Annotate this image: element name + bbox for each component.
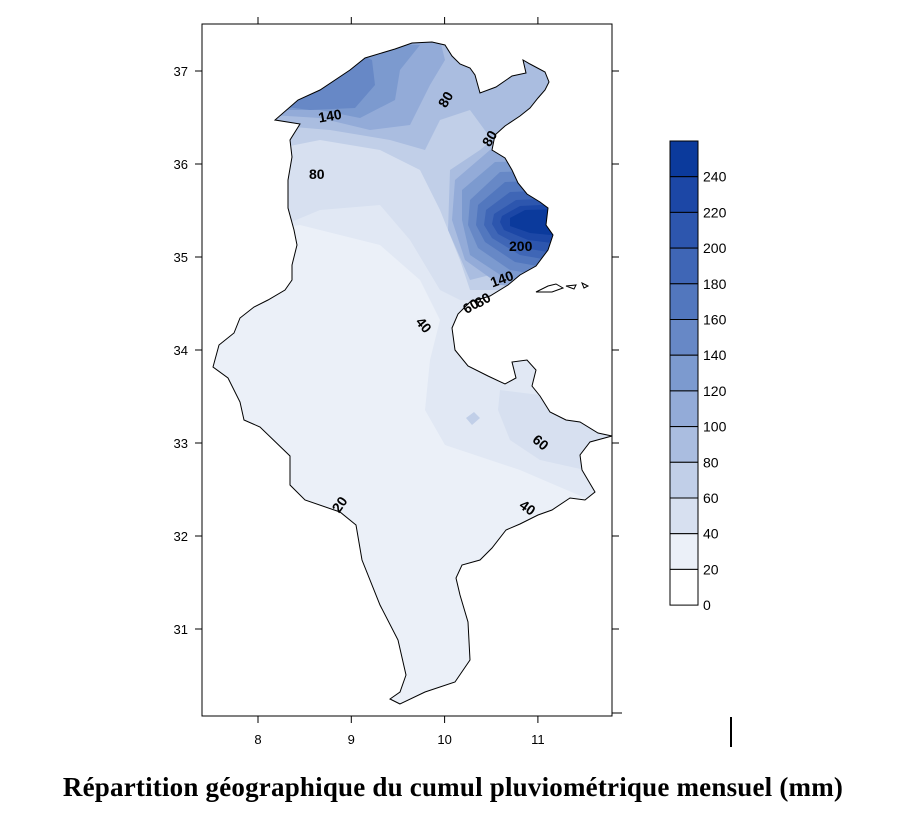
y-tick-label: 34	[174, 343, 188, 358]
x-tick-label: 10	[437, 732, 451, 747]
latitude-axis: 37 36 35 34 33 32 31	[174, 64, 622, 714]
contour-label: 80	[435, 88, 457, 110]
kerkennah-islands	[535, 281, 590, 293]
contour-label: 140	[488, 267, 516, 290]
x-tick-label: 11	[531, 732, 545, 747]
text-cursor	[730, 717, 732, 747]
band-fill-140-160	[270, 50, 375, 110]
y-tick-label: 31	[174, 622, 188, 637]
longitude-axis: 8 9 10 11	[254, 17, 545, 747]
legend-swatch	[669, 247, 699, 285]
legend-swatch	[669, 283, 699, 320]
map-caption: Répartition géographique du cumul pluvio…	[62, 772, 844, 802]
legend-level-label: 220	[703, 204, 727, 220]
legend-swatch	[669, 461, 699, 499]
legend-level-label: 180	[703, 276, 727, 292]
legend-level-label: 60	[703, 490, 719, 506]
map-frame	[201, 23, 613, 717]
legend-swatch	[669, 533, 699, 570]
legend-level-label: 40	[703, 526, 719, 542]
rainfall-contour-fills	[213, 42, 612, 704]
legend-level-label: 80	[703, 454, 719, 470]
legend-level-label: 200	[703, 240, 727, 256]
contour-label: 200	[509, 238, 533, 254]
y-tick-label: 36	[174, 157, 188, 172]
band-fill-local-minimum	[466, 412, 480, 425]
legend-swatch	[669, 319, 699, 356]
legend-swatch	[669, 354, 699, 392]
x-tick-label: 8	[254, 732, 261, 747]
y-tick-label: 32	[174, 529, 188, 544]
legend-swatch	[669, 176, 699, 213]
y-tick-label: 33	[174, 436, 188, 451]
legend-swatch	[669, 426, 699, 463]
contour-label: 80	[309, 166, 325, 182]
legend-swatch	[669, 497, 699, 535]
legend-level-label: 140	[703, 347, 727, 363]
contour-label: 80	[479, 127, 501, 149]
legend-swatch	[669, 390, 699, 428]
x-tick-label: 9	[348, 732, 355, 747]
contour-label: 140	[317, 106, 343, 126]
legend-level-label: 120	[703, 383, 727, 399]
legend-swatch	[669, 568, 699, 606]
legend-level-label: 160	[703, 312, 727, 328]
contour-label: 60	[460, 295, 482, 317]
legend-swatch	[669, 211, 699, 249]
legend-level-label: 0	[703, 597, 711, 613]
y-tick-label: 37	[174, 64, 188, 79]
contour-label: 80	[472, 289, 494, 311]
legend-swatch	[669, 140, 699, 178]
contour-labels: 140 80 80 80 200 140 80 60 40 60 20 40	[309, 88, 552, 518]
legend-level-label: 100	[703, 419, 727, 435]
legend-level-label: 240	[703, 169, 727, 185]
legend-level-label: 20	[703, 561, 719, 577]
y-tick-label: 35	[174, 250, 188, 265]
